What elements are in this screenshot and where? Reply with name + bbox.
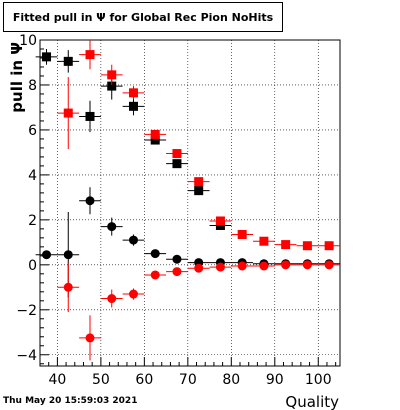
data-point <box>172 254 182 264</box>
data-point <box>259 261 269 271</box>
series-3 <box>57 260 340 361</box>
y-tick-label: 8 <box>28 78 37 94</box>
data-point <box>85 50 95 60</box>
data-point <box>128 235 138 245</box>
data-point <box>150 129 160 139</box>
data-point <box>237 229 247 239</box>
data-point <box>194 186 204 196</box>
title-box: Fitted pull in Ψ for Global Rec Pion NoH… <box>3 2 283 32</box>
data-point <box>63 108 73 118</box>
x-tick-label: 90 <box>266 372 284 388</box>
y-axis-label: pull in Ψ <box>8 42 26 113</box>
x-tick-label: 100 <box>305 372 332 388</box>
data-point <box>128 289 138 299</box>
x-axis-label: Quality <box>285 393 339 410</box>
data-point <box>150 270 160 280</box>
data-point <box>237 261 247 271</box>
data-point <box>150 135 160 145</box>
timestamp: Thu May 20 15:59:03 2021 <box>3 396 138 406</box>
data-point <box>259 236 269 246</box>
data-point <box>42 52 52 62</box>
data-point <box>172 149 182 159</box>
data-point <box>63 282 73 292</box>
data-point <box>194 263 204 273</box>
y-tick-label: 10 <box>19 33 37 49</box>
data-point <box>128 88 138 98</box>
data-point <box>281 240 291 250</box>
data-point <box>63 56 73 66</box>
y-tick-label: 0 <box>28 258 37 274</box>
chart-title: Fitted pull in Ψ for Global Rec Pion NoH… <box>12 11 274 24</box>
grid <box>40 39 340 366</box>
data-point <box>172 159 182 169</box>
data-point <box>107 70 117 80</box>
data-point <box>324 260 334 270</box>
data-point <box>63 250 73 260</box>
x-tick-label: 70 <box>179 372 197 388</box>
data-point <box>85 196 95 206</box>
y-tick-label: 4 <box>28 168 37 184</box>
y-tick-label: 6 <box>28 123 37 139</box>
data-point <box>107 81 117 91</box>
axes: 40 50 60 70 80 90 100 −4 −2 0 2 4 6 8 10 <box>16 33 337 388</box>
x-tick-label: 80 <box>222 372 240 388</box>
data-point <box>215 216 225 226</box>
x-tick-label: 50 <box>92 372 110 388</box>
data-point <box>85 333 95 343</box>
y-tick-label: −2 <box>16 303 37 319</box>
data-point <box>107 222 117 232</box>
plot-frame <box>39 39 341 367</box>
x-tick-label: 60 <box>135 372 153 388</box>
y-tick-label: −4 <box>16 348 37 364</box>
series-1 <box>57 40 340 251</box>
data-point <box>324 241 334 251</box>
data-point <box>128 101 138 111</box>
data-point <box>194 177 204 187</box>
data-point <box>302 241 312 251</box>
x-tick-label: 40 <box>48 372 66 388</box>
data-point <box>215 262 225 272</box>
data-point <box>85 111 95 121</box>
data-point <box>281 260 291 270</box>
data-point <box>302 260 312 270</box>
y-tick-label: 2 <box>28 213 37 229</box>
data-point <box>107 294 117 304</box>
data-point <box>150 249 160 259</box>
data-point <box>42 250 52 260</box>
data-layer <box>35 40 340 361</box>
data-point <box>172 267 182 277</box>
